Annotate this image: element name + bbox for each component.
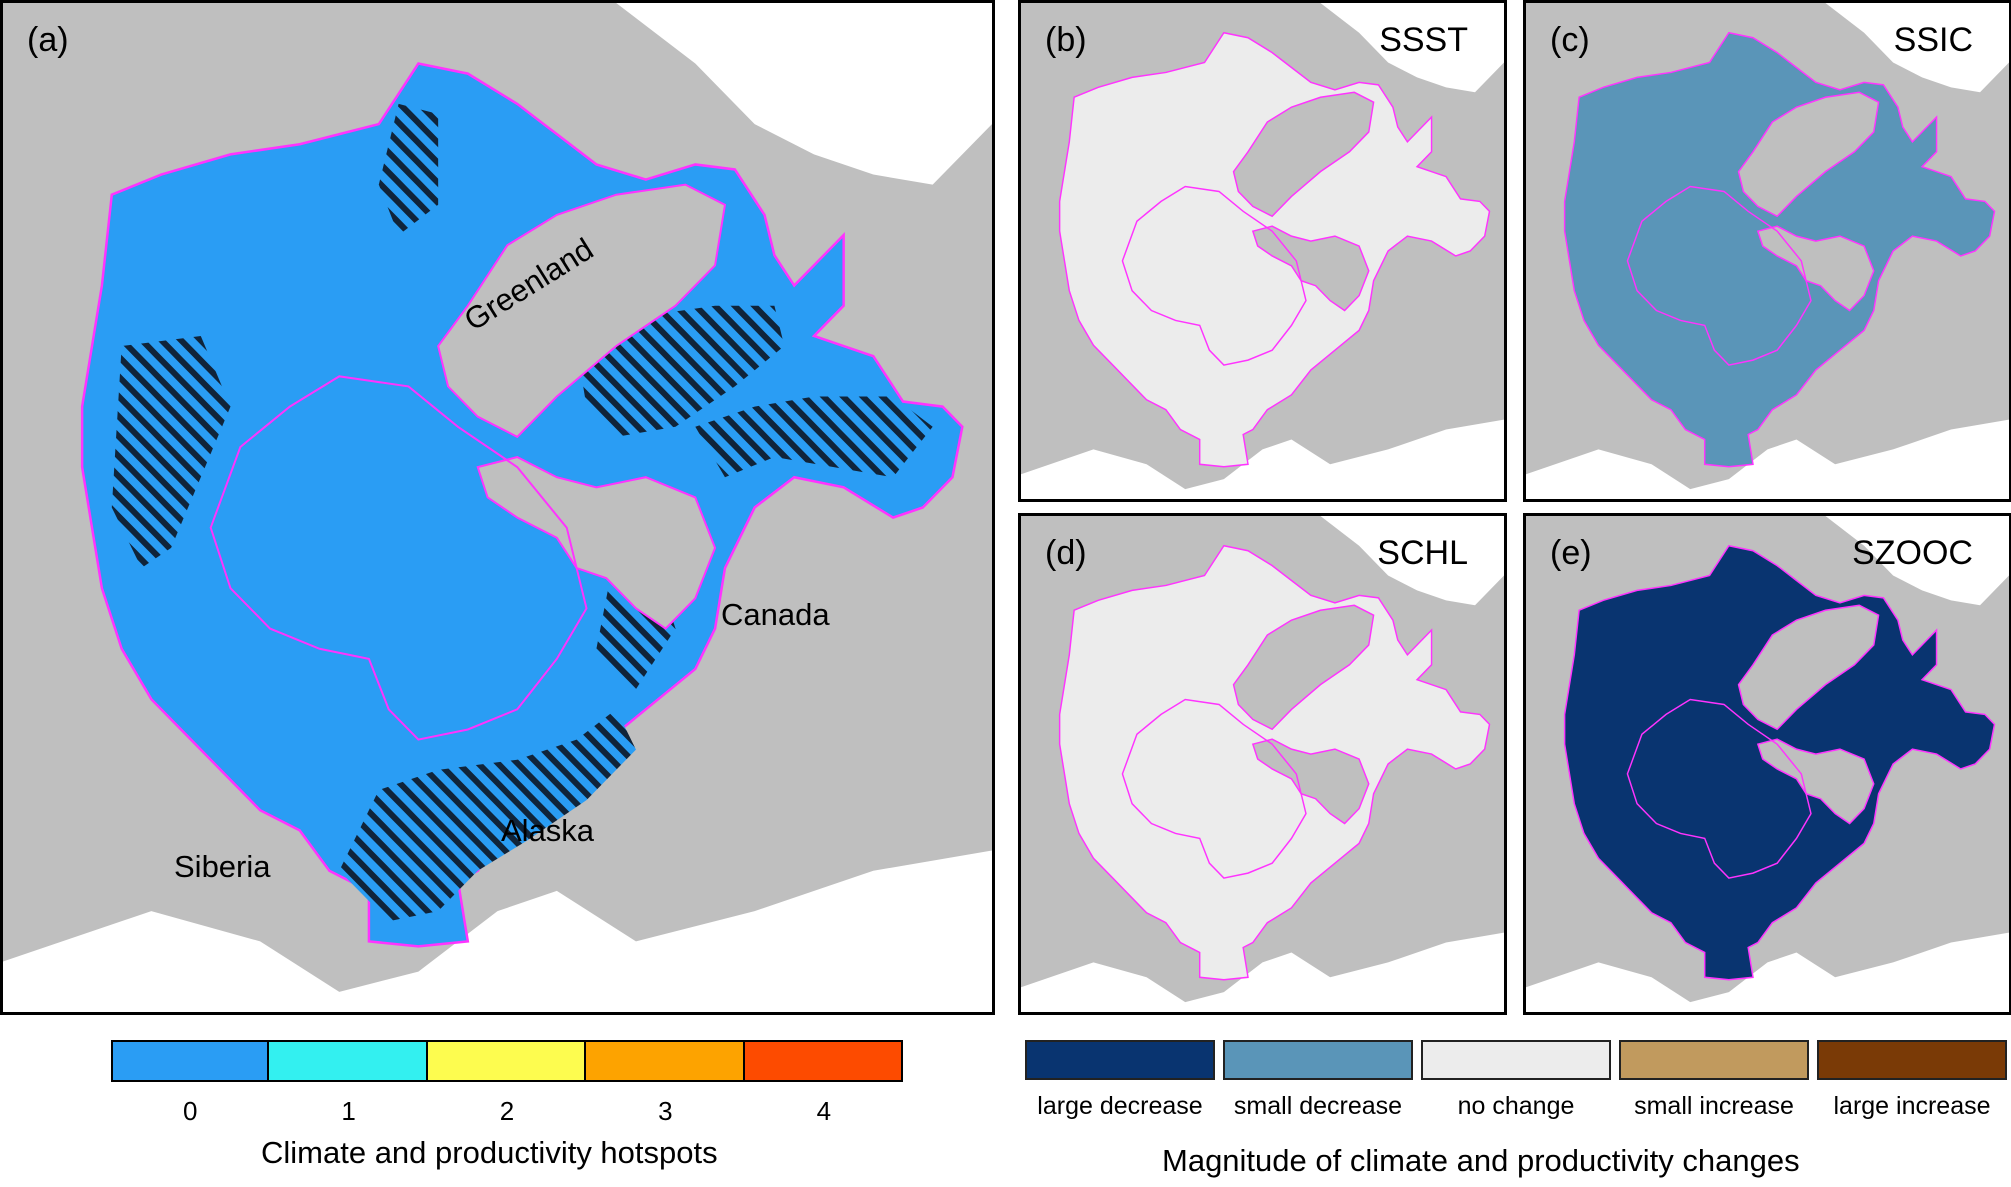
hotspot-tick-label: 1 [341,1096,356,1126]
magnitude-swatch-small-decrease [1223,1040,1413,1080]
magnitude-label-large-decrease: large decrease [1037,1092,1203,1120]
panel-label: (e) [1550,534,1592,572]
panel-label: (c) [1550,21,1590,59]
magnitude-swatch-no-change [1421,1040,1611,1080]
region-label-canada: Canada [721,597,830,632]
hotspot-hatch-west [111,335,231,569]
panel-schl-map: (d) SCHL [1018,513,1507,1015]
change-map-svg [1526,3,2009,499]
region-label-alaska: Alaska [501,813,595,848]
hotspot-hatch-hudson [695,396,933,478]
hotspot-tick-label: 4 [816,1096,832,1126]
hotspot-swatch-4 [744,1040,903,1082]
panel-variable-name: SCHL [1377,534,1468,572]
panel-variable-name: SSST [1379,21,1468,59]
magnitude-label-small-increase: small increase [1634,1092,1794,1120]
hotspot-hatch-alaska [339,709,636,922]
panel-a-hotspot-map: (a) Greenland Canada Alaska Siberia [0,0,995,1015]
magnitude-label-small-decrease: small decrease [1233,1092,1403,1120]
sea-ice-edge-south [3,850,992,1012]
hotspot-hatch-north [378,103,439,236]
change-map-svg [1021,516,1504,1012]
hotspot-swatch-2 [427,1040,587,1082]
hotspot-tick-label: 3 [658,1096,673,1126]
hotspot-tick-label: 2 [499,1096,515,1126]
magnitude-swatch-large-decrease [1025,1040,1215,1080]
magnitude-swatch-small-increase [1619,1040,1809,1080]
panel-szooc-map: (e) SZOOC [1523,513,2011,1015]
panel-label: (d) [1045,534,1087,572]
panel-variable-name: SZOOC [1852,534,1973,572]
region-label-siberia: Siberia [174,849,271,884]
panel-label: (b) [1045,21,1087,59]
hotspot-legend-title: Climate and productivity hotspots [261,1135,718,1170]
change-map-svg [1526,516,2009,1012]
panel-label: (a) [27,21,69,59]
hotspot-legend-bar [111,1040,903,1082]
hotspot-swatch-3 [586,1040,745,1082]
magnitude-label-large-increase: large increase [1833,1092,1991,1120]
magnitude-label-no-change: no change [1457,1092,1575,1120]
change-map-svg [1021,3,1504,499]
hotspot-swatch-0 [111,1040,270,1082]
panel-variable-name: SSIC [1893,21,1973,59]
magnitude-swatch-large-increase [1817,1040,2007,1080]
sea-ice-edge-north [616,3,992,185]
hotspot-map-svg [3,3,992,1012]
hotspot-tick-label: 0 [182,1096,198,1126]
magnitude-legend-title: Magnitude of climate and productivity ch… [1162,1143,1800,1178]
hotspot-swatch-1 [269,1040,428,1082]
panel-ssst-map: (b) SSST [1018,0,1507,502]
panel-ssic-map: (c) SSIC [1523,0,2011,502]
